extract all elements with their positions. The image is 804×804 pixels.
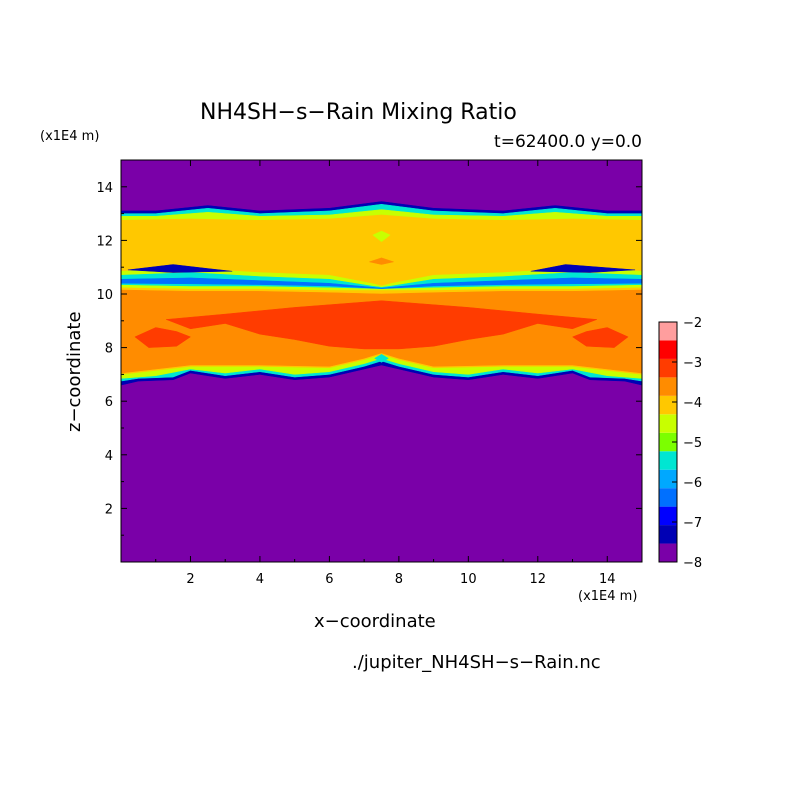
colorbar-tick-label: −7 — [683, 516, 702, 531]
contour-region-3 — [121, 214, 642, 375]
colorbar-band — [659, 322, 677, 341]
contour-region-0 — [121, 201, 642, 386]
colorbar-tick-label: −6 — [683, 476, 702, 491]
contour-region-9 — [495, 331, 546, 347]
y-tick-label: 2 — [105, 502, 113, 517]
contour-region-2 — [121, 209, 642, 379]
contour-region-12 — [121, 277, 642, 289]
y-tick-label: 6 — [105, 395, 113, 410]
contour-region-6 — [134, 327, 192, 348]
colorbar-band — [659, 358, 677, 378]
x-tick-label: 14 — [599, 572, 616, 587]
contour-region-1 — [121, 203, 642, 382]
colorbar-band — [659, 340, 677, 359]
y-tick-label: 10 — [96, 288, 113, 303]
colorbar-band — [659, 525, 677, 544]
x-tick-label: 12 — [530, 572, 547, 587]
colorbar-band — [659, 488, 677, 507]
contour-region-14 — [530, 264, 636, 273]
contour-region-16 — [368, 257, 395, 265]
y-unit-label: (x1E4 m) — [40, 129, 100, 144]
x-tick-label: 8 — [395, 572, 403, 587]
source-file-label: ./jupiter_NH4SH−s−Rain.nc — [352, 652, 601, 673]
contour-region-11 — [121, 272, 642, 289]
y-tick-label: 14 — [96, 181, 113, 196]
x-tick-label: 10 — [460, 572, 477, 587]
colorbar-band — [659, 432, 677, 452]
colorbar-tick-label: −3 — [683, 356, 702, 371]
contour-region-15 — [372, 230, 391, 243]
x-tick-label: 2 — [186, 572, 194, 587]
y-tick-label: 12 — [96, 234, 113, 249]
contour-region-7 — [571, 327, 629, 348]
y-tick-label: 8 — [105, 342, 113, 357]
colorbar-band — [659, 395, 677, 415]
contour-region-4 — [121, 289, 642, 374]
contour-region-13 — [127, 264, 233, 273]
colorbar-tick-label: −5 — [683, 436, 702, 451]
colorbar-tick-label: −4 — [683, 396, 702, 411]
colorbar-band — [659, 414, 677, 433]
chart-title: NH4SH−s−Rain Mixing Ratio — [200, 100, 517, 125]
colorbar-band — [659, 543, 677, 562]
colorbar-band — [659, 451, 677, 470]
x-axis-label: x−coordinate — [314, 611, 436, 632]
colorbar-band — [659, 377, 677, 396]
plot-frame — [120, 159, 643, 563]
colorbar-band — [659, 469, 677, 489]
contour-region-10 — [121, 268, 642, 291]
x-tick-label: 6 — [325, 572, 333, 587]
colorbar-tick-label: −8 — [683, 556, 702, 571]
colorbar-band — [659, 506, 677, 526]
chart-subtitle: t=62400.0 y=0.0 — [494, 132, 642, 152]
colorbar-frame — [658, 321, 678, 563]
y-tick-label: 4 — [105, 449, 113, 464]
y-axis-label: z−coordinate — [64, 311, 85, 432]
x-tick-label: 4 — [256, 572, 264, 587]
contour-region-5 — [166, 300, 597, 350]
background-contour-region — [121, 160, 642, 562]
contour-region-8 — [217, 331, 268, 347]
contour-region-17 — [374, 354, 389, 363]
colorbar-tick-label: −2 — [683, 316, 702, 331]
x-unit-label: (x1E4 m) — [578, 589, 638, 604]
